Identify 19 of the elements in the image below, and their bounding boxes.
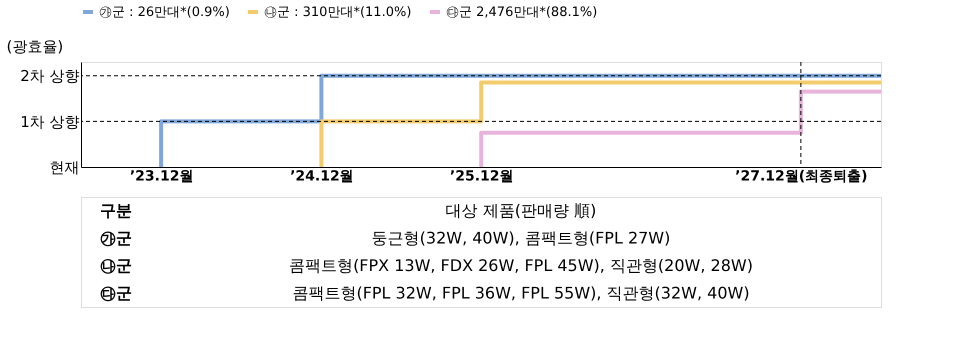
y-tick-label: 2차 상향 — [20, 67, 80, 86]
legend-label: ㉯군 : 310만대*(11.0%) — [264, 5, 412, 20]
y-tick-label: 현재 — [50, 158, 80, 176]
text: ㉰군 — [100, 283, 132, 302]
x-tick-label: ’23.12월 — [130, 168, 194, 184]
text: ㉮군 — [100, 228, 132, 248]
text: 둥근형(32W, 40W), 콤팩트형(FPL 27W) — [372, 228, 670, 248]
x-tick-label: ’24.12월 — [290, 168, 354, 184]
text: ㉯군 — [100, 256, 132, 275]
text: 구분 — [100, 200, 132, 220]
text: 콤팩트형(FPX 13W, FDX 26W, FPL 45W), 직관형(20W, 28W) — [289, 256, 753, 275]
x-tick-label: ’27.12월(최종퇴출) — [735, 168, 868, 184]
y-axis-title: (광효율) — [6, 38, 64, 56]
y-tick-label: 1차 상향 — [20, 112, 80, 131]
legend-label: ㉰군 2,476만대*(88.1%) — [446, 5, 598, 20]
text: 콤팩트형(FPL 32W, FPL 36W, FPL 55W), 직관형(32W, 40W) — [292, 283, 750, 302]
text: 대상 제품(판매량 順) — [446, 200, 596, 220]
x-tick-label: ’25.12월 — [450, 168, 514, 184]
legend-label: ㉮군 : 26만대*(0.9%) — [99, 5, 230, 20]
